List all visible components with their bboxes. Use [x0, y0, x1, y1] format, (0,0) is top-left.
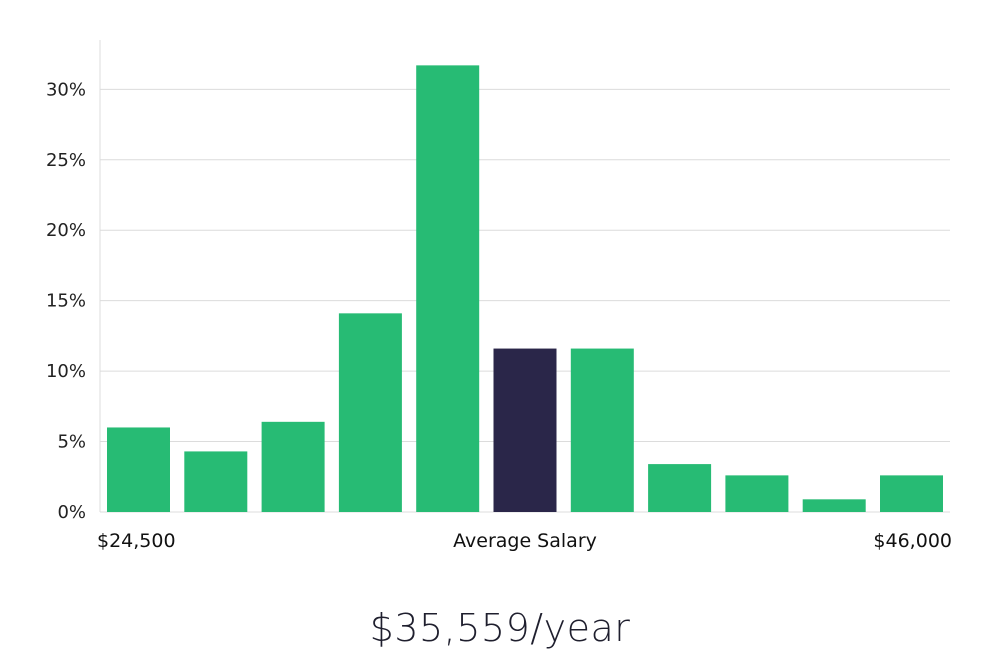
y-axis-ticks: 0% 5% 10% 15% 20% 25% 30% [46, 79, 86, 523]
bar [416, 65, 480, 512]
bar [802, 499, 866, 512]
bar [725, 475, 789, 512]
y-tick-label: 15% [46, 291, 86, 312]
y-tick-label: 5% [57, 432, 86, 453]
chart-bars [107, 65, 943, 512]
bar-average-salary [493, 348, 557, 512]
y-tick-label: 30% [46, 79, 86, 100]
y-tick-label: 0% [57, 502, 86, 523]
x-label-min: $24,500 [97, 530, 176, 552]
bar [184, 451, 248, 512]
y-tick-label: 10% [46, 361, 86, 382]
bar [648, 464, 712, 512]
x-label-max: $46,000 [873, 530, 952, 552]
y-tick-label: 25% [46, 150, 86, 171]
x-label-average: Average Salary [453, 530, 597, 552]
bar [880, 475, 943, 512]
average-salary-value: $35,559/year [369, 606, 631, 650]
salary-distribution-chart: 0% 5% 10% 15% 20% 25% 30% $24,500 Average Sala… [46, 40, 952, 552]
bar [338, 313, 402, 512]
y-tick-label: 20% [46, 220, 86, 241]
bar [107, 427, 170, 512]
bar [570, 348, 634, 512]
bar [261, 421, 325, 512]
